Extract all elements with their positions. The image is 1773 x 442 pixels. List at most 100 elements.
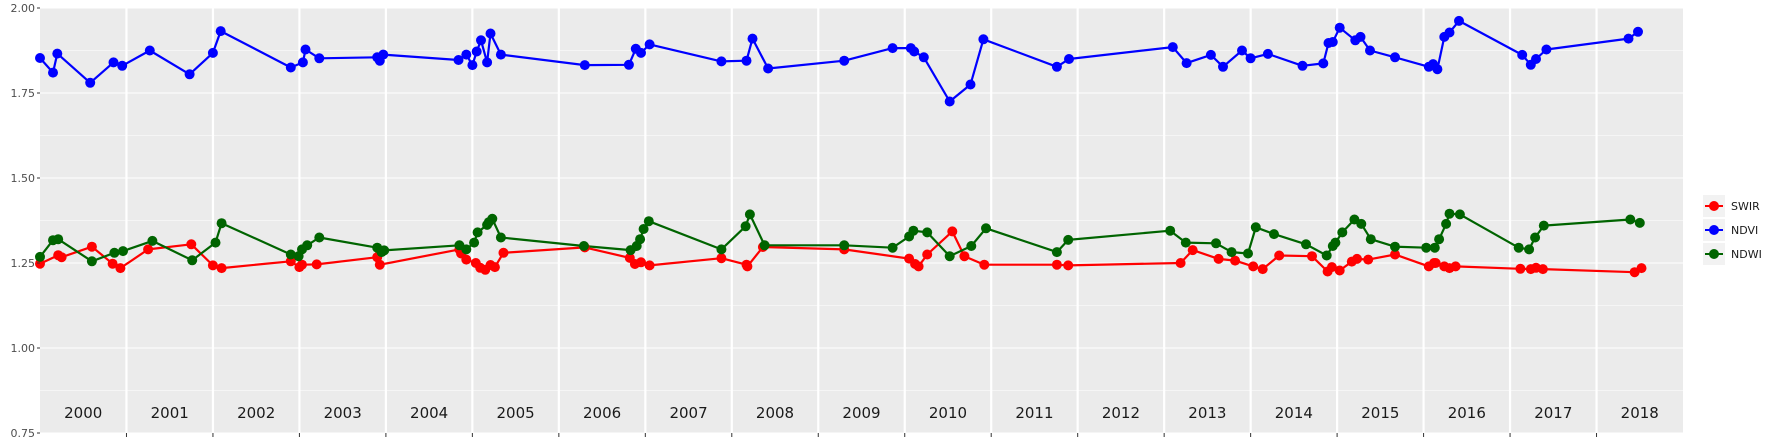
data-point-ndwi <box>1524 244 1535 255</box>
data-point-swir <box>498 247 509 258</box>
data-point-ndvi <box>1432 64 1443 75</box>
data-point-swir <box>1051 259 1062 270</box>
data-point-ndwi <box>1444 208 1455 219</box>
data-point-swir <box>1248 261 1259 272</box>
data-point-ndwi <box>740 221 751 232</box>
data-point-ndwi <box>1530 232 1541 243</box>
data-point-ndvi <box>1245 53 1256 64</box>
data-point-ndwi <box>1429 242 1440 253</box>
year-label: 2008 <box>756 404 794 422</box>
year-labels: 2000 2001 2002 2003 2004 2005 2006 2007 2008 2009… <box>64 404 1659 422</box>
data-point-swir <box>107 258 118 269</box>
data-point-ndvi <box>1167 42 1178 53</box>
data-point-ndwi <box>1330 237 1341 248</box>
year-label: 2007 <box>669 404 707 422</box>
data-point-ndvi <box>314 53 325 64</box>
data-point-ndwi <box>638 224 649 234</box>
data-point-swir <box>1274 250 1285 261</box>
data-point-swir <box>1450 261 1461 272</box>
data-point-swir <box>979 259 990 270</box>
data-point-swir <box>311 259 322 270</box>
data-point-ndwi <box>472 227 483 238</box>
data-point-swir <box>1230 255 1241 266</box>
data-point-ndvi <box>887 43 898 54</box>
data-point-swir <box>1636 263 1647 274</box>
data-point-ndwi <box>86 256 97 267</box>
data-point-swir <box>216 263 227 274</box>
data-point-ndwi <box>887 242 898 253</box>
data-point-swir <box>1307 251 1317 262</box>
data-point-swir <box>1257 264 1268 275</box>
data-point-ndwi <box>944 251 955 262</box>
data-point-swir <box>1175 258 1186 268</box>
data-point-ndwi <box>216 218 227 229</box>
data-point-ndvi <box>623 59 634 70</box>
data-point-ndwi <box>109 247 120 258</box>
data-point-ndwi <box>495 232 506 243</box>
data-point-ndwi <box>922 227 933 238</box>
year-label: 2010 <box>929 404 967 422</box>
data-point-ndvi <box>453 55 464 65</box>
data-point-ndwi <box>744 209 755 220</box>
data-point-swir <box>461 254 472 265</box>
data-point-ndvi <box>482 57 493 68</box>
data-point-ndwi <box>53 234 64 245</box>
year-label: 2018 <box>1621 404 1659 422</box>
year-label: 2017 <box>1534 404 1572 422</box>
data-point-swir <box>143 244 154 255</box>
data-point-ndvi <box>1051 61 1062 72</box>
data-point-ndvi <box>1517 49 1528 60</box>
legend: SWIR NDVI NDWI <box>1703 195 1762 265</box>
minor-gridlines <box>40 50 1683 391</box>
data-point-ndvi <box>52 48 63 59</box>
data-point-ndwi <box>210 237 221 248</box>
data-point-ndvi <box>207 47 218 58</box>
data-point-ndvi <box>297 57 308 68</box>
data-point-ndvi <box>215 26 226 37</box>
data-point-ndvi <box>467 60 478 71</box>
data-point-ndwi <box>461 244 472 255</box>
data-point-swir <box>207 260 218 271</box>
year-label: 2014 <box>1275 404 1313 422</box>
data-point-ndvi <box>300 44 311 55</box>
data-point-ndvi <box>579 60 590 71</box>
data-point-swir <box>1187 245 1198 256</box>
data-point-ndvi <box>476 35 486 46</box>
y-tick-label: 1.50 <box>11 172 36 185</box>
year-label: 2002 <box>237 404 275 422</box>
data-point-ndvi <box>1531 54 1541 64</box>
data-point-swir <box>115 263 126 274</box>
data-point-ndwi <box>1365 234 1376 245</box>
data-point-swir <box>1390 249 1400 260</box>
data-point-ndwi <box>716 244 727 255</box>
data-point-swir <box>1213 253 1224 264</box>
data-point-ndvi <box>747 33 758 44</box>
data-point-ndvi <box>1355 31 1366 42</box>
data-point-ndwi <box>635 234 646 245</box>
data-point-ndvi <box>1064 54 1074 64</box>
data-point-ndwi <box>1051 247 1062 258</box>
data-point-ndvi <box>461 49 472 60</box>
data-point-ndwi <box>1434 234 1445 245</box>
data-point-swir <box>716 253 727 264</box>
legend-label-swir: SWIR <box>1731 200 1760 213</box>
year-label: 2003 <box>324 404 362 422</box>
data-point-ndvi <box>48 67 58 78</box>
year-label: 2015 <box>1361 404 1399 422</box>
data-point-ndwi <box>1321 250 1332 261</box>
year-label: 2004 <box>410 404 448 422</box>
data-point-ndwi <box>1211 238 1221 249</box>
data-point-ndwi <box>1063 234 1074 245</box>
data-point-ndvi <box>839 55 850 66</box>
year-label: 2009 <box>842 404 880 422</box>
data-point-ndwi <box>643 216 654 227</box>
data-point-ndvi <box>495 49 506 60</box>
data-point-ndwi <box>1625 214 1636 225</box>
data-point-ndwi <box>1513 242 1524 253</box>
axes: 0.75 1.00 1.25 1.50 1.75 2.00 <box>11 2 1598 440</box>
data-point-ndvi <box>944 96 955 107</box>
data-point-ndwi <box>302 240 313 251</box>
data-point-ndvi <box>1297 60 1308 71</box>
data-point-ndwi <box>1180 237 1191 248</box>
data-point-swir <box>644 260 655 271</box>
